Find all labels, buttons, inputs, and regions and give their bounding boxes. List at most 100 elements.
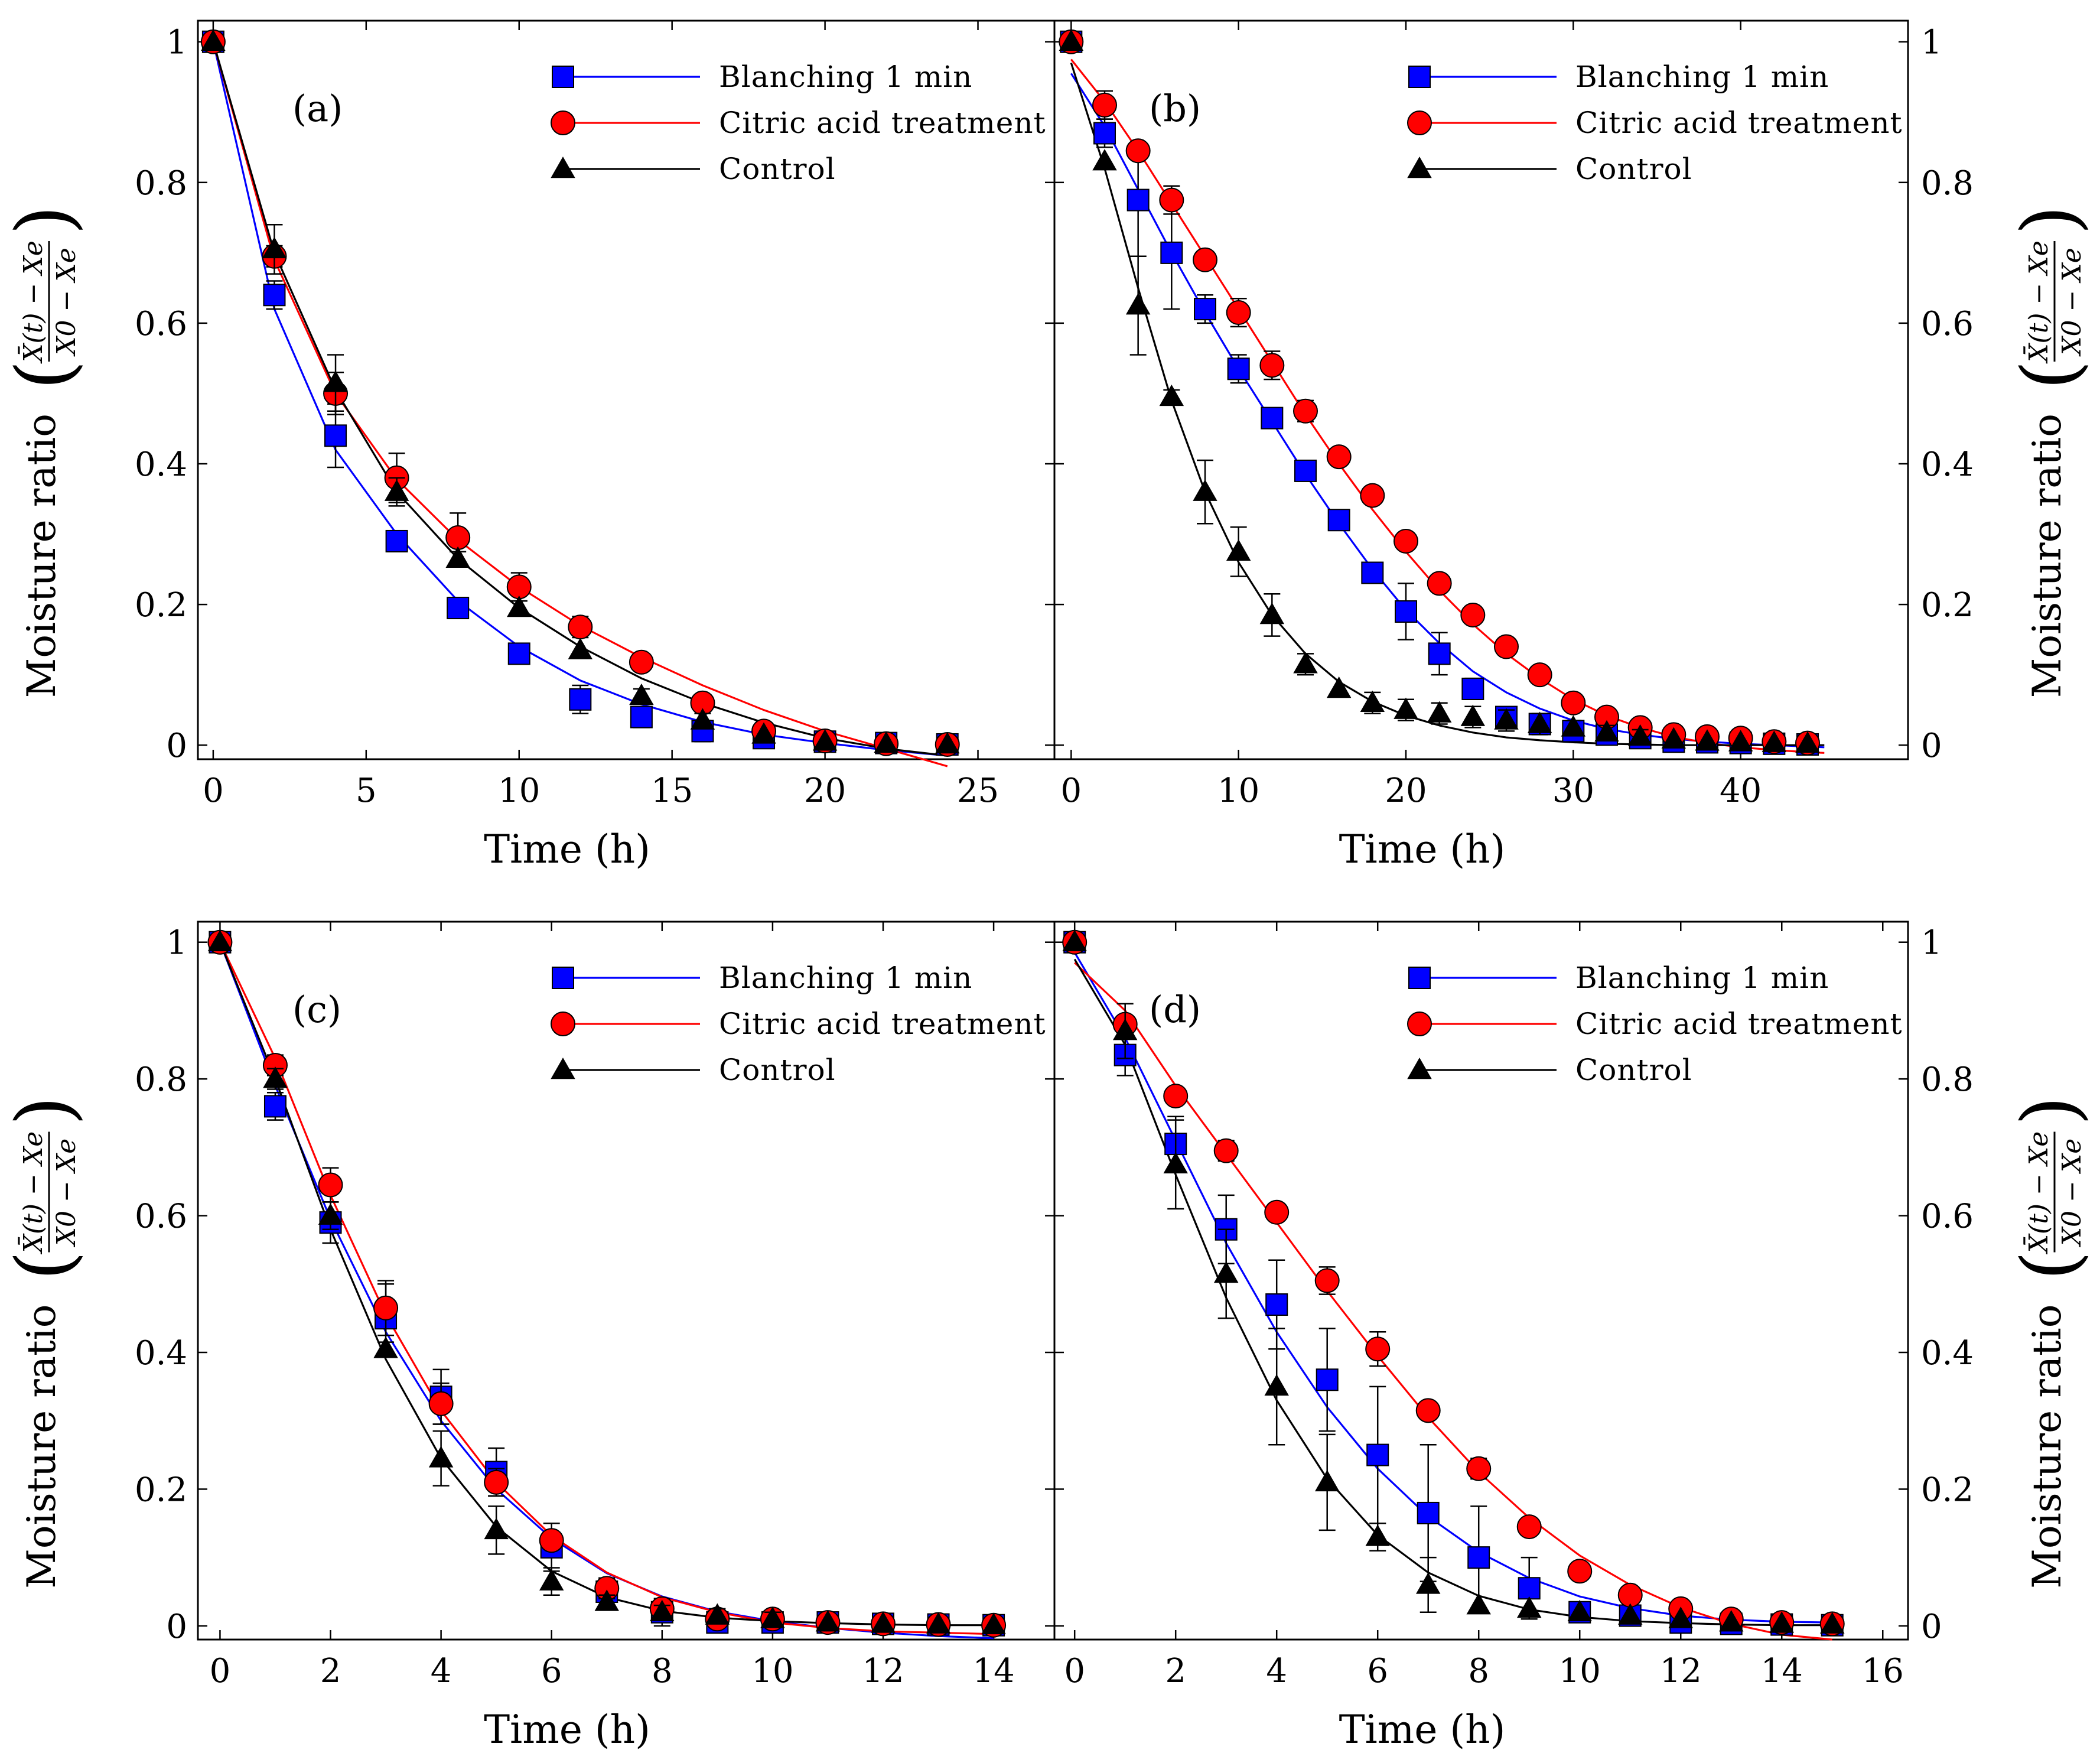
paren-left-1: ( (2005, 360, 2095, 390)
fit-line-2-2 (219, 942, 994, 1627)
data-point-0-1-7 (629, 649, 654, 675)
data-point-2-2-3 (373, 1336, 398, 1358)
fraction-numerator-3: X̄(t) − Xe (2023, 1131, 2054, 1255)
data-point-1-2-16 (1594, 720, 1619, 742)
data-point-1-0-4 (1194, 298, 1216, 321)
data-point-3-2-14 (1769, 1611, 1794, 1633)
legend-label-3-2: Control (1575, 1053, 1692, 1087)
y-tick-label-1-4: 0.8 (1921, 164, 1974, 203)
paren-left-2: ( (0, 1251, 89, 1281)
data-point-3-1-5 (1314, 1268, 1340, 1293)
data-point-2-2-0 (207, 929, 233, 951)
data-point-0-1-5 (506, 574, 532, 600)
y-axis-title-1: Moisture ratio (X̄(t) − Xe X0 − Xe) (2005, 205, 2095, 698)
x-tick-label-3-0: 0 (1064, 1652, 1085, 1690)
y-tick-label-2-5: 1 (166, 924, 187, 962)
panel-label-1: (b) (1149, 87, 1201, 130)
data-point-3-2-12 (1668, 1606, 1693, 1628)
data-point-1-0-5 (1227, 357, 1250, 380)
y-tick-label-0-5: 1 (166, 24, 187, 62)
data-point-0-2-8 (690, 708, 715, 730)
data-point-1-1-14 (1527, 662, 1552, 688)
data-point-0-1-4 (445, 525, 471, 550)
data-point-0-2-5 (507, 596, 532, 617)
data-point-1-2-22 (1795, 731, 1820, 753)
y-tick-label-1-1: 0.2 (1921, 586, 1974, 625)
y-axis-label-text-3: Moisture ratio (2024, 1305, 2070, 1589)
data-point-3-2-9 (1517, 1596, 1542, 1618)
data-point-0-2-1 (262, 236, 287, 259)
data-point-1-2-17 (1627, 724, 1653, 746)
data-point-1-0-9 (1361, 561, 1384, 584)
y-axis-title-3: Moisture ratio (X̄(t) − Xe X0 − Xe) (2005, 1096, 2095, 1589)
paren-right-2: ) (0, 1096, 89, 1126)
data-point-1-2-1 (1092, 149, 1117, 171)
data-point-2-2-13 (926, 1612, 951, 1634)
x-tick-label-3-5: 10 (1559, 1652, 1601, 1690)
x-axis-title-1: Time (h) (1339, 827, 1506, 872)
panel-label-2: (c) (292, 988, 341, 1031)
data-point-3-1-7 (1415, 1398, 1441, 1423)
data-point-3-0-6 (1366, 1443, 1389, 1466)
data-point-1-2-7 (1293, 652, 1318, 674)
data-point-2-2-5 (484, 1517, 509, 1540)
legend-label-1-2: Control (1575, 152, 1692, 186)
x-tick-label-0-1: 5 (356, 772, 377, 810)
data-point-0-2-7 (629, 683, 654, 705)
data-point-3-2-3 (1213, 1261, 1239, 1283)
x-tick-label-3-4: 8 (1468, 1652, 1489, 1690)
data-point-3-2-13 (1719, 1610, 1744, 1632)
data-point-1-2-4 (1193, 479, 1217, 501)
x-tick-label-1-3: 30 (1552, 772, 1594, 810)
data-point-1-0-12 (1461, 677, 1484, 700)
data-point-1-0-2 (1126, 188, 1150, 212)
y-tick-label-1-2: 0.4 (1921, 445, 1974, 484)
data-point-3-2-4 (1264, 1374, 1289, 1396)
data-point-2-1-3 (373, 1295, 399, 1321)
data-point-0-2-9 (751, 722, 776, 744)
data-point-1-2-3 (1159, 384, 1184, 406)
data-point-1-1-15 (1561, 690, 1586, 715)
data-point-3-0-5 (1316, 1368, 1339, 1391)
data-point-1-1-6 (1259, 353, 1285, 378)
y-tick-label-0-3: 0.6 (135, 305, 187, 343)
fit-line-3-0 (1073, 952, 1832, 1624)
x-axis-title-0: Time (h) (484, 827, 650, 872)
data-point-1-0-10 (1395, 600, 1417, 623)
data-point-1-2-13 (1494, 708, 1519, 730)
data-point-2-2-11 (815, 1610, 841, 1632)
fraction-denominator-2: X0 − Xe (51, 1139, 82, 1248)
x-tick-label-1-0: 0 (1061, 772, 1082, 810)
data-point-1-1-8 (1326, 444, 1352, 470)
x-tick-label-0-3: 15 (651, 772, 693, 810)
x-tick-label-0-2: 10 (498, 772, 540, 810)
data-point-0-0-2 (324, 424, 347, 447)
data-point-1-2-14 (1527, 711, 1552, 733)
data-point-2-2-14 (981, 1612, 1006, 1634)
data-point-1-1-10 (1394, 528, 1418, 554)
data-point-1-1-7 (1293, 398, 1318, 424)
y-tick-label-3-2: 0.4 (1921, 1334, 1974, 1373)
data-point-2-2-9 (705, 1603, 730, 1625)
fraction-numerator-2: X̄(t) − Xe (17, 1131, 48, 1255)
paren-right-0: ) (0, 205, 89, 235)
y-tick-label-1-3: 0.6 (1921, 305, 1974, 343)
data-point-3-1-2 (1163, 1084, 1189, 1109)
data-point-3-2-11 (1618, 1603, 1643, 1625)
data-point-1-1-12 (1460, 602, 1486, 627)
data-point-2-2-12 (871, 1611, 896, 1633)
fraction-denominator-3: X0 − Xe (2057, 1139, 2087, 1248)
data-point-3-2-0 (1062, 929, 1087, 951)
data-point-2-0-1 (263, 1095, 286, 1118)
plot-frame-3 (1053, 921, 1909, 1641)
legend-marker-0-2 (551, 156, 575, 178)
data-point-1-2-18 (1661, 727, 1686, 749)
fraction-numerator-1: X̄(t) − Xe (2023, 240, 2054, 364)
x-axis-title-3: Time (h) (1339, 1707, 1506, 1752)
x-tick-label-2-2: 4 (431, 1652, 452, 1690)
legend-marker-1-2 (1407, 156, 1432, 178)
data-point-0-0-1 (263, 284, 286, 307)
x-tick-label-2-4: 8 (652, 1652, 673, 1690)
data-point-1-2-15 (1561, 715, 1586, 737)
